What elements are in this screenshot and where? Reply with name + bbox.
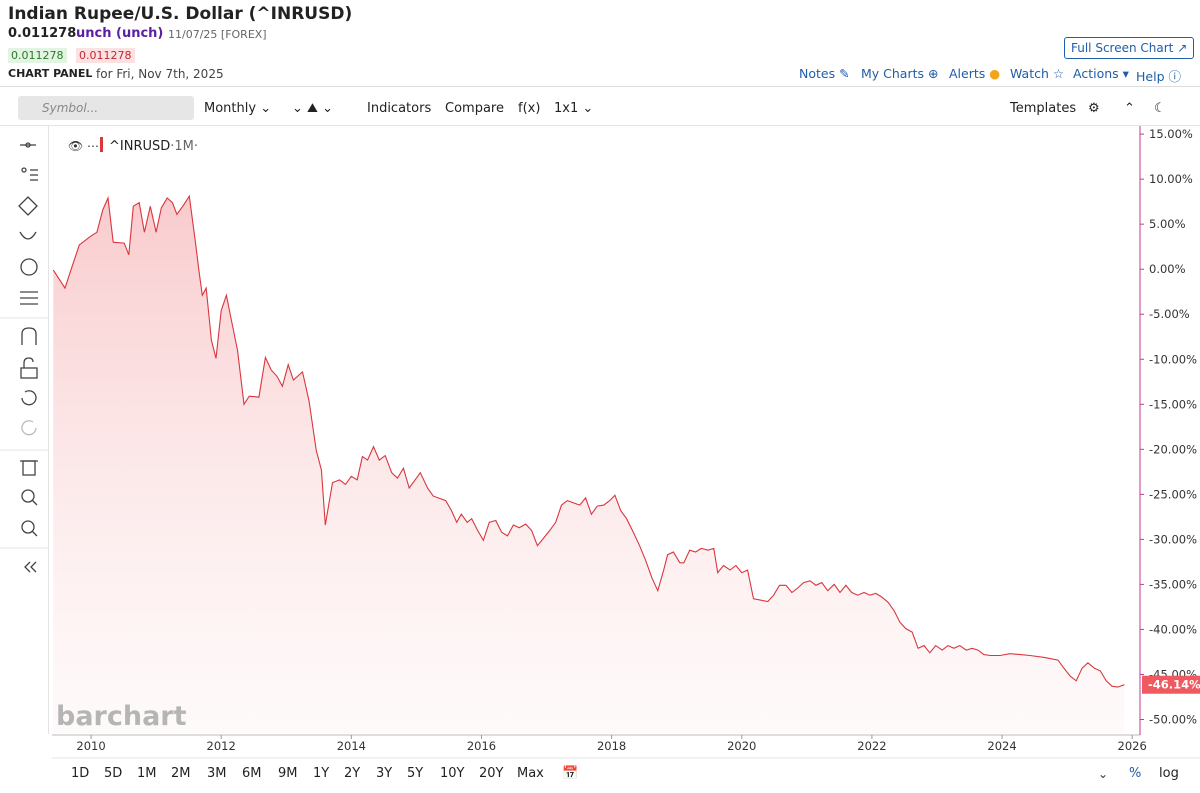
panel-label: CHART PANEL	[8, 67, 93, 80]
x-tick-label: 2026	[1118, 739, 1147, 753]
period-select[interactable]: Monthly ⌄	[204, 101, 272, 116]
plot	[52, 194, 1125, 733]
last-value-label: -46.14%	[1148, 678, 1200, 692]
legend: ^INRUSD·1M·	[109, 139, 198, 154]
range-button[interactable]: 6M	[242, 766, 262, 781]
y-tick-label: 15.00%	[1149, 127, 1193, 141]
legend-interval: ·1M·	[170, 139, 198, 154]
last-value-box	[1142, 675, 1200, 694]
x-tick-label: 2014	[337, 739, 366, 753]
nav-label: My Charts	[861, 66, 925, 81]
range-button[interactable]: 3M	[207, 766, 227, 781]
indicators-button[interactable]: Indicators	[367, 101, 432, 116]
range-button[interactable]: 5Y	[407, 766, 424, 781]
settings-button[interactable]: ⚙	[1088, 101, 1100, 116]
range-button[interactable]: 20Y	[479, 766, 504, 781]
visibility-icon[interactable]: 👁 ⋯	[68, 139, 99, 153]
my-charts-link[interactable]: My Charts ⊕	[861, 66, 939, 81]
x-tick-label: 2018	[597, 739, 626, 753]
y-tick-label: -20.00%	[1149, 442, 1197, 456]
quote-date: 11/07/25 [FOREX]	[168, 28, 267, 41]
y-tick-label: -10.00%	[1149, 352, 1197, 366]
help-link[interactable]: Help ⓘ	[1136, 69, 1181, 84]
range-button[interactable]: 5D	[104, 766, 123, 781]
y-tick-label: -15.00%	[1149, 397, 1197, 411]
chart-type-select[interactable]: ⌄ ⛰ ⌄	[292, 101, 333, 116]
x-tick-label: 2016	[467, 739, 496, 753]
nav-label: Help	[1136, 69, 1165, 84]
range-button[interactable]: 2M	[171, 766, 191, 781]
price-change: unch (unch)	[76, 26, 164, 41]
x-tick-label: 2010	[76, 739, 105, 753]
bid: 0.011278	[8, 48, 67, 63]
symbol-search[interactable]: Symbol...	[18, 96, 194, 120]
range-button[interactable]: 9M	[278, 766, 298, 781]
x-tick-label: 2024	[987, 739, 1016, 753]
y-tick-label: 0.00%	[1149, 262, 1186, 276]
nav-label: Alerts	[949, 66, 986, 81]
range-button[interactable]: Max	[517, 766, 544, 781]
nav-label: Watch	[1010, 66, 1049, 81]
nav-label: Actions	[1073, 66, 1119, 81]
scale-button[interactable]: log	[1159, 766, 1179, 781]
y-tick-label: 10.00%	[1149, 172, 1193, 186]
theme-button[interactable]: ☾	[1154, 101, 1166, 116]
collapse-button[interactable]: ⌃	[1124, 101, 1135, 116]
legend-entry: ^INRUSD	[109, 139, 170, 154]
watch-link[interactable]: Watch ☆	[1010, 66, 1065, 81]
y-tick-label: -50.00%	[1149, 712, 1197, 726]
divider	[0, 125, 1200, 126]
divider	[48, 126, 49, 734]
compare-button[interactable]: Compare	[445, 101, 504, 116]
label: Monthly	[204, 101, 257, 116]
y-tick-label: -25.00%	[1149, 487, 1197, 501]
button-label: Full Screen Chart	[1071, 41, 1174, 55]
ask: 0.011278	[76, 48, 135, 63]
area	[53, 196, 1125, 733]
range-button[interactable]: 1Y	[313, 766, 330, 781]
expand-button[interactable]: ⌄	[1098, 767, 1108, 781]
drawing-tools	[18, 142, 38, 573]
y-tick-label: 5.00%	[1149, 217, 1186, 231]
watermark: barchart	[56, 701, 187, 732]
range-button[interactable]: 2Y	[344, 766, 361, 781]
notes-link[interactable]: Notes ✎	[799, 66, 850, 81]
range-button[interactable]: 3Y	[376, 766, 393, 781]
line	[52, 194, 1125, 688]
range-button[interactable]: 1D	[71, 766, 90, 781]
panel-date: for Fri, Nov 7th, 2025	[96, 67, 224, 81]
alerts-link[interactable]: Alerts ●	[949, 66, 1001, 81]
instrument-title: Indian Rupee/U.S. Dollar (^INRUSD)	[8, 4, 353, 24]
price: 0.011278	[8, 26, 77, 41]
x-tick-label: 2020	[727, 739, 756, 753]
function-button[interactable]: f(x)	[518, 101, 541, 116]
y-tick-label: -30.00%	[1149, 532, 1197, 546]
calendar-button[interactable]: 📅	[562, 766, 579, 781]
range-button[interactable]: 10Y	[440, 766, 465, 781]
actions-link[interactable]: Actions ▾	[1073, 66, 1129, 81]
range-button[interactable]: 1M	[137, 766, 157, 781]
label: 1x1	[554, 101, 579, 116]
full-screen-button[interactable]: Full Screen Chart ↗	[1064, 37, 1195, 59]
x-tick-label: 2012	[207, 739, 236, 753]
divider	[0, 86, 1200, 87]
layout-select[interactable]: 1x1 ⌄	[554, 101, 594, 116]
y-tick-label: -40.00%	[1149, 622, 1197, 636]
y-tick-label: -5.00%	[1149, 307, 1190, 321]
templates-button[interactable]: Templates	[1010, 101, 1077, 116]
y-tick-label: -35.00%	[1149, 577, 1197, 591]
nav-label: Notes	[799, 66, 836, 81]
placeholder: Symbol...	[42, 101, 99, 115]
legend-swatch	[100, 137, 103, 152]
x-tick-label: 2022	[857, 739, 886, 753]
scale-button[interactable]: %	[1129, 766, 1142, 781]
